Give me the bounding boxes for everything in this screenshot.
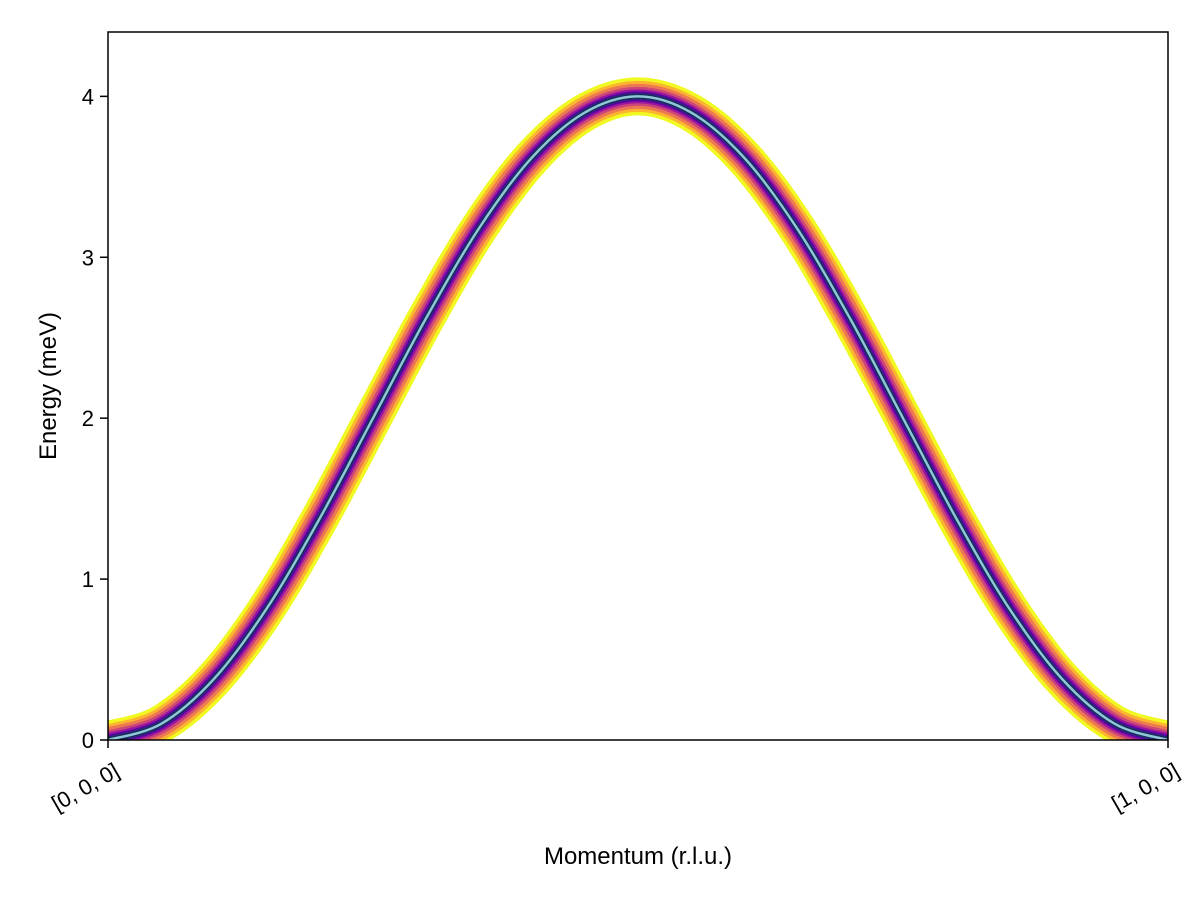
y-axis-label: Energy (meV) xyxy=(35,312,62,460)
y-tick-label: 1 xyxy=(82,567,94,592)
intensity-band xyxy=(108,77,1168,740)
x-tick-label: [1, 0, 0] xyxy=(1107,758,1183,816)
plot-frame xyxy=(107,31,1169,741)
y-tick-label: 0 xyxy=(82,728,94,753)
y-tick-label: 3 xyxy=(82,245,94,270)
dispersion-line xyxy=(108,95,1168,740)
x-axis-label: Momentum (r.l.u.) xyxy=(544,843,732,870)
y-tick-label: 2 xyxy=(82,406,94,431)
plot-background xyxy=(108,32,1168,740)
y-tick-label: 4 xyxy=(82,84,94,109)
x-tick-label: [0, 0, 0] xyxy=(47,758,123,816)
